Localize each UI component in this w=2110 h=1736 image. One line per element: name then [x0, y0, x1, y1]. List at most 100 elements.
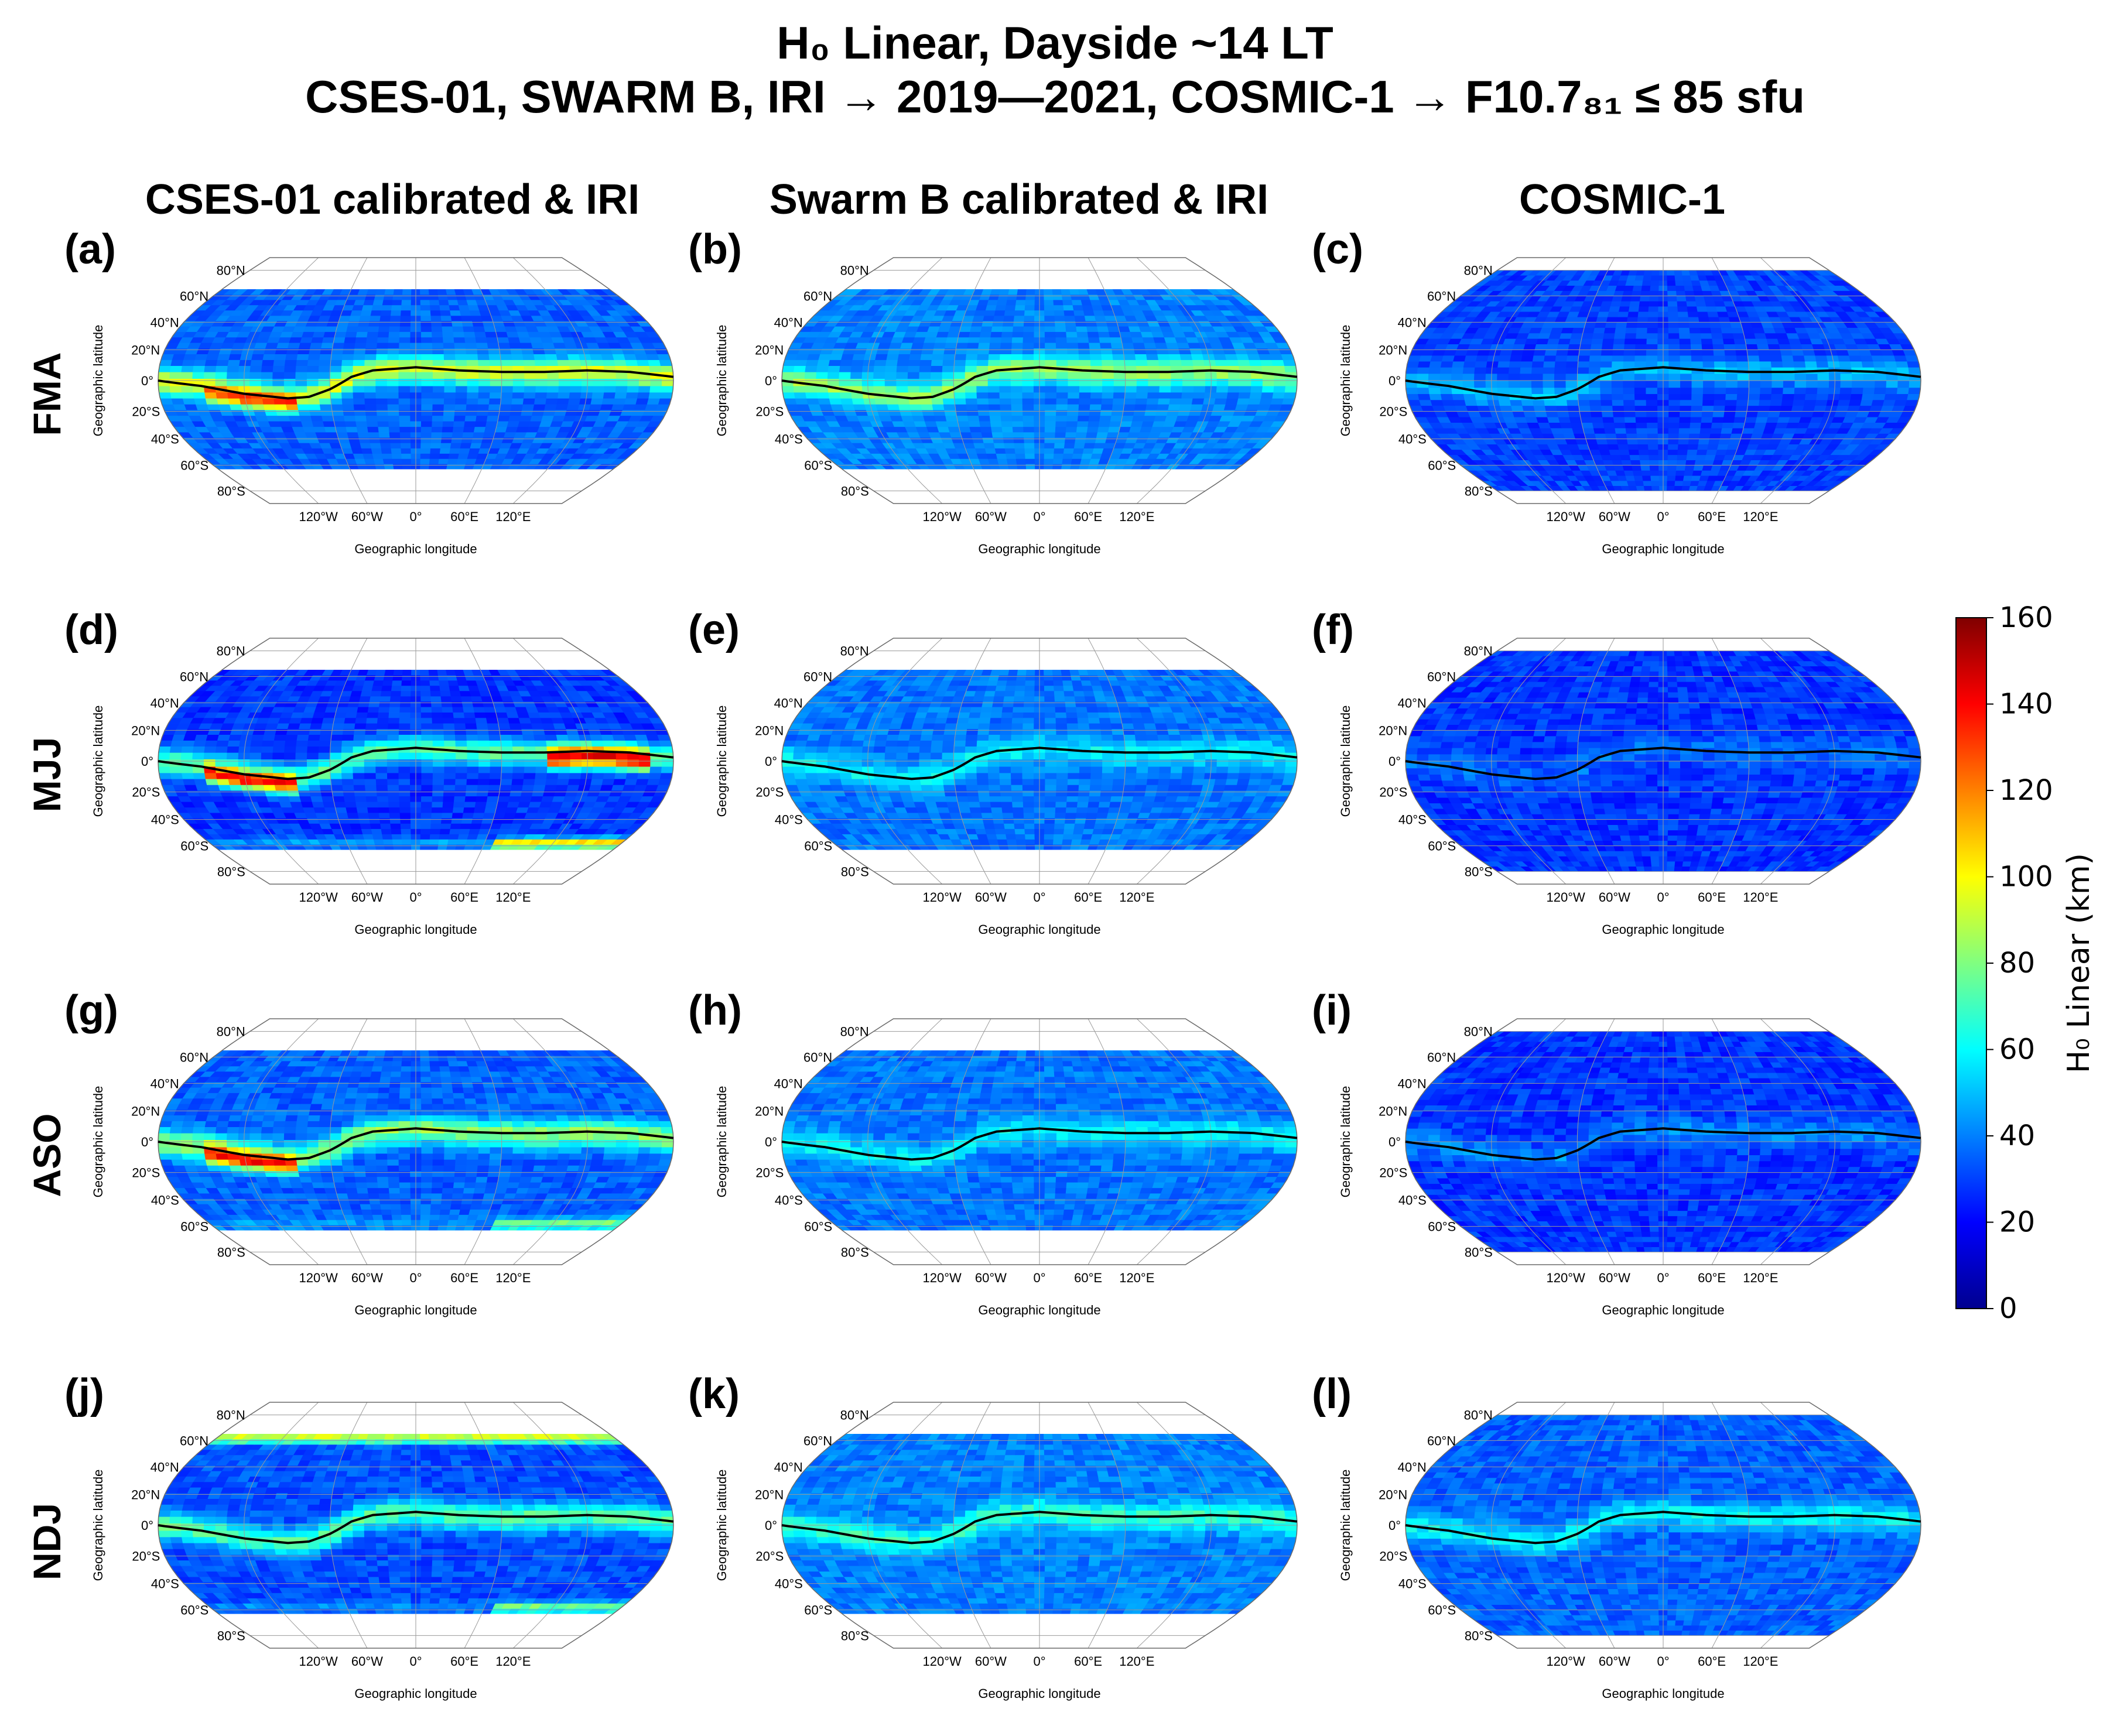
- lon-tick-label: 60°W: [975, 1271, 1007, 1285]
- lon-tick-label: 60°E: [1698, 890, 1726, 905]
- map-panel-k: 80°N 60°N40°N 20°N 0° 20°S 40°S60°S 80°S 120°W 6…: [714, 1402, 1298, 1701]
- lat-tick-label: 20°N: [131, 723, 160, 738]
- lon-tick-label: 60°E: [1698, 509, 1726, 524]
- map-panel-b: 80°N 60°N40°N 20°N 0° 20°S 40°S60°S 80°S 120°W 6…: [714, 257, 1298, 556]
- lon-tick-label: 120°E: [1119, 509, 1154, 524]
- magnetic-equator-line-e: [781, 747, 1298, 780]
- y-axis-label: Geographic latitude: [714, 1086, 729, 1198]
- map-panel-i: 80°N 60°N40°N 20°N 0° 20°S 40°S60°S 80°S 120°W 6…: [1338, 1018, 1921, 1317]
- x-axis-label: Geographic longitude: [354, 922, 477, 937]
- map-panel-a: 80°N 60°N40°N 20°N 0° 20°S 40°S60°S 80°S 120°W 6…: [91, 257, 674, 556]
- map-outline-d: [158, 638, 674, 885]
- lon-tick-label: 120°W: [299, 509, 338, 524]
- colorbar-tick-label: 140: [1999, 688, 2053, 721]
- lat-tick-label: 60°N: [1427, 289, 1456, 303]
- map-outline-e: [781, 638, 1298, 885]
- lat-tick-label: 60°S: [1428, 1220, 1456, 1234]
- lon-tick-label: 0°: [409, 1271, 422, 1285]
- magnetic-equator-line-d: [158, 747, 674, 780]
- lat-tick-label: 40°S: [775, 1193, 803, 1208]
- lat-tick-label: 40°S: [151, 432, 179, 447]
- magnetic-equator-line-f: [1405, 747, 1921, 780]
- x-axis-label: Geographic longitude: [1602, 1303, 1724, 1317]
- y-axis-label: Geographic latitude: [1338, 1470, 1353, 1581]
- lat-tick-label: 40°N: [1398, 1460, 1427, 1474]
- y-axis-label: Geographic latitude: [1338, 1086, 1353, 1198]
- y-axis-label: Geographic latitude: [1338, 325, 1353, 437]
- heatmap-cells-b: [782, 289, 1297, 470]
- magnetic-equator-line-k: [781, 1511, 1298, 1545]
- lon-tick-label: 60°W: [351, 1654, 383, 1669]
- lon-tick-label: 120°E: [1743, 890, 1778, 905]
- lat-tick-label: 40°N: [774, 696, 803, 710]
- lon-tick-label: 120°W: [1547, 890, 1586, 905]
- lon-tick-label: 120°E: [495, 1271, 531, 1285]
- lat-tick-label: 0°: [765, 1518, 777, 1533]
- lon-tick-label: 60°W: [1599, 509, 1630, 524]
- y-axis-label: Geographic latitude: [714, 1470, 729, 1581]
- lon-tick-label: 60°W: [975, 890, 1007, 905]
- lon-tick-label: 120°E: [1743, 1271, 1778, 1285]
- lat-tick-label: 80°S: [841, 1245, 869, 1259]
- lat-tick-label: 60°S: [1428, 458, 1456, 473]
- lon-tick-label: 60°W: [1599, 890, 1630, 905]
- y-axis-label: Geographic latitude: [91, 706, 105, 817]
- panel-label-k: (k): [688, 1371, 740, 1417]
- lat-tick-label: 40°S: [775, 1577, 803, 1591]
- panel-label-a: (a): [64, 226, 116, 273]
- colorbar-tick-label: 80: [1999, 947, 2035, 980]
- lat-tick-label: 40°N: [1398, 315, 1427, 330]
- lat-tick-label: 80°N: [217, 1408, 245, 1423]
- lat-tick-label: 60°N: [803, 289, 832, 303]
- lat-tick-label: 40°S: [1398, 1193, 1427, 1208]
- lon-tick-label: 60°W: [1599, 1654, 1630, 1669]
- lon-tick-label: 120°W: [299, 1271, 338, 1285]
- lat-tick-label: 80°S: [1465, 1628, 1493, 1643]
- lat-tick-label: 20°N: [131, 343, 160, 357]
- x-axis-label: Geographic longitude: [354, 1686, 477, 1701]
- panel-label-b: (b): [688, 226, 742, 273]
- lat-tick-label: 0°: [1389, 754, 1401, 769]
- magnetic-equator-line-g: [158, 1127, 674, 1161]
- lon-tick-label: 120°W: [299, 890, 338, 905]
- lat-tick-label: 80°S: [217, 1628, 245, 1643]
- lat-tick-label: 20°N: [755, 1487, 784, 1502]
- lon-tick-label: 120°E: [495, 1654, 531, 1669]
- lat-tick-label: 40°S: [151, 1577, 179, 1591]
- lat-tick-label: 80°N: [1464, 644, 1493, 659]
- lon-tick-label: 0°: [1033, 890, 1045, 905]
- lat-tick-label: 20°N: [755, 343, 784, 357]
- figure-title-line2: CSES-01, SWARM B, IRI → 2019—2021, COSMI…: [305, 71, 1805, 122]
- lat-tick-label: 60°S: [180, 458, 208, 473]
- lat-tick-label: 20°S: [1379, 785, 1407, 800]
- heatmap-cells-c: [1405, 270, 1921, 491]
- map-panel-d: 80°N 60°N40°N 20°N 0° 20°S 40°S60°S 80°S 120°W 6…: [91, 638, 674, 937]
- lat-tick-label: 0°: [765, 374, 777, 388]
- lon-tick-label: 120°E: [1119, 1271, 1154, 1285]
- column-header-cosmic: COSMIC-1: [1519, 176, 1726, 223]
- lat-tick-label: 60°N: [803, 1050, 832, 1064]
- lon-tick-label: 60°W: [1599, 1271, 1630, 1285]
- lat-tick-label: 80°N: [840, 263, 869, 278]
- map-outline-g: [158, 1018, 674, 1265]
- lat-tick-label: 60°S: [1428, 1603, 1456, 1618]
- lat-tick-label: 80°S: [217, 1245, 245, 1259]
- panel-label-l: (l): [1312, 1371, 1352, 1417]
- lon-tick-label: 60°E: [450, 1271, 478, 1285]
- lat-tick-label: 40°S: [1398, 1577, 1427, 1591]
- map-outline-f: [1405, 638, 1921, 885]
- heatmap-cells-e: [782, 670, 1297, 850]
- lat-tick-label: 60°S: [804, 1220, 832, 1234]
- lat-tick-label: 60°S: [180, 1220, 208, 1234]
- lat-tick-label: 0°: [141, 754, 153, 769]
- lat-tick-label: 0°: [1389, 1135, 1401, 1149]
- lon-tick-label: 120°W: [299, 1654, 338, 1669]
- lon-tick-label: 60°E: [450, 1654, 478, 1669]
- colorbar-tick-label: 120: [1999, 774, 2053, 807]
- x-axis-label: Geographic longitude: [978, 1686, 1100, 1701]
- lat-tick-label: 80°S: [1465, 484, 1493, 498]
- map-panel-c: 80°N 60°N40°N 20°N 0° 20°S 40°S60°S 80°S 120°W 6…: [1338, 257, 1921, 556]
- lat-tick-label: 60°N: [180, 1050, 208, 1064]
- column-header-cses: CSES-01 calibrated & IRI: [145, 176, 640, 223]
